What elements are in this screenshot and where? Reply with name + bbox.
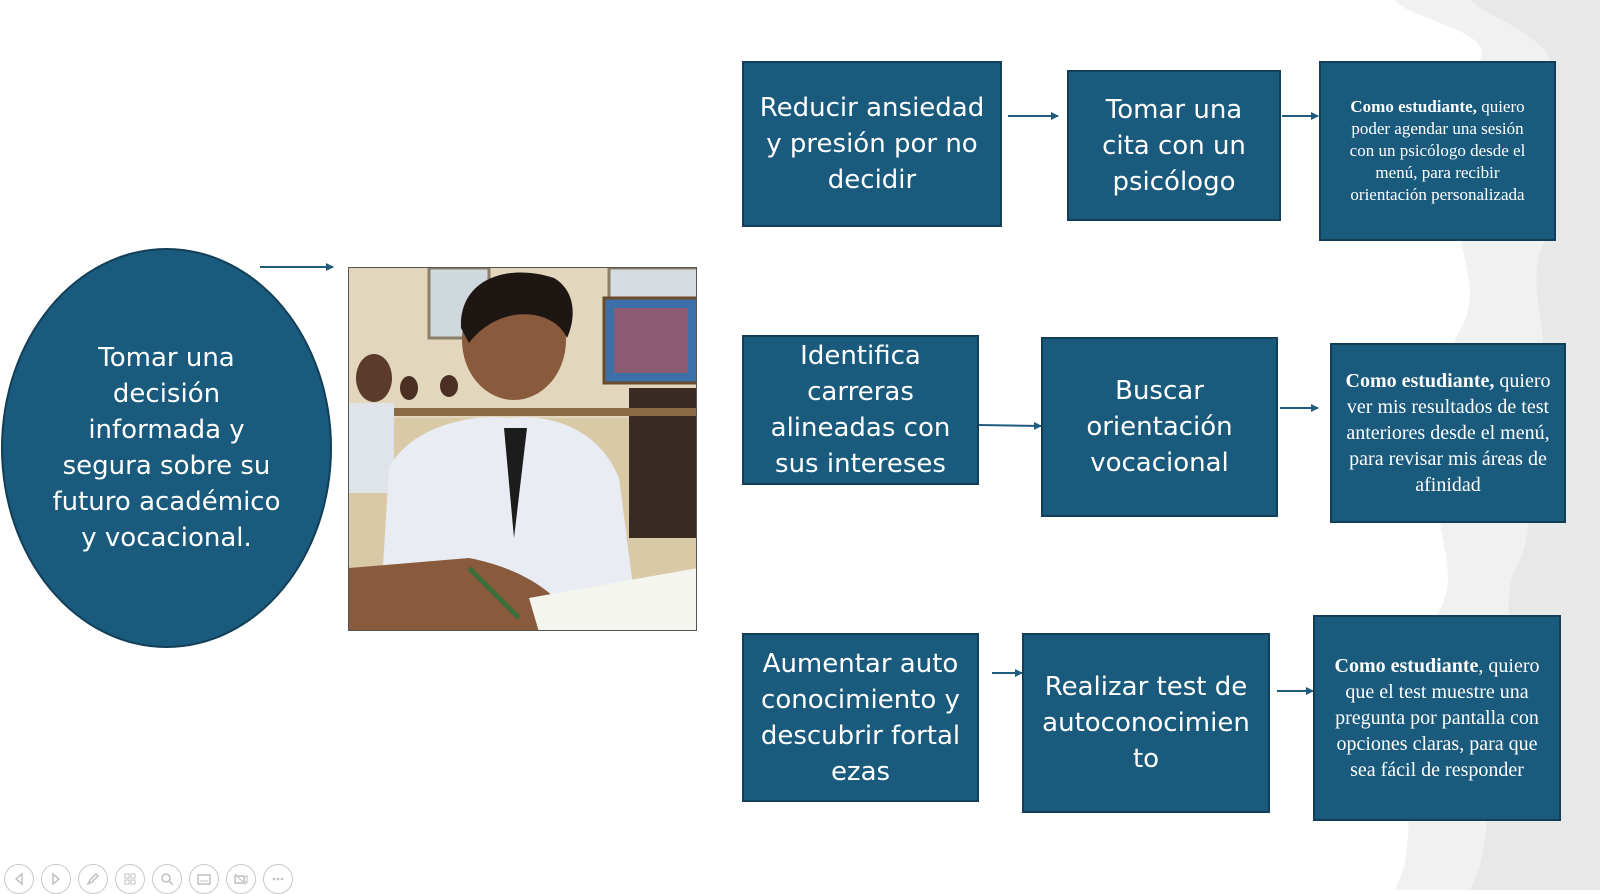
row3-user-story-box: Como estudiante, quiero que el test mues…: [1313, 615, 1561, 821]
row2-story-rest: quiero ver mis resultados de test anteri…: [1346, 370, 1551, 496]
row1-action-box: Tomar una cita con un psicólogo: [1067, 70, 1281, 221]
row1-objective-box: Reducir ansiedad y presión por no decidi…: [742, 61, 1002, 227]
goal-text: Tomar una decisión informada y segura so…: [52, 343, 281, 553]
row3-action-box: Realizar test de autoconocimiento: [1022, 633, 1270, 813]
row3-objective-text: Aumentar autoconocimiento y descubrir fo…: [760, 648, 961, 787]
row3-action-text: Realizar test de autoconocimiento: [1042, 672, 1250, 774]
row2-user-story: Como estudiante, quiero ver mis resultad…: [1346, 368, 1551, 498]
row2-user-story-box: Como estudiante, quiero ver mis resultad…: [1330, 343, 1566, 523]
row1-user-story: Como estudiante, quiero poder agendar un…: [1338, 96, 1538, 206]
row2-objective-text: Identifica carreras alineadas con sus in…: [770, 341, 951, 479]
row1-story-rest: quiero poder agendar una sesión con un p…: [1349, 96, 1526, 205]
student-photo-illustration: [349, 268, 696, 630]
row3-story-rest: , quiero que el test muestre una pregunt…: [1335, 655, 1540, 781]
row3-objective-box: Aumentar autoconocimiento y descubrir fo…: [742, 633, 979, 802]
row3-story-lead: Como estudiante: [1334, 655, 1479, 677]
arrow-row2-objective-to-action: [978, 421, 1042, 430]
row2-objective-box: Identifica carreras alineadas con sus in…: [742, 335, 979, 485]
row3-user-story: Como estudiante, quiero que el test mues…: [1332, 653, 1542, 783]
row1-user-story-box: Como estudiante, quiero poder agendar un…: [1319, 61, 1556, 241]
row2-action-box: Buscar orientación vocacional: [1041, 337, 1278, 517]
row2-story-lead: Como estudiante,: [1345, 370, 1495, 392]
row2-action-text: Buscar orientación vocacional: [1086, 376, 1233, 478]
row1-story-lead: Como estudiante,: [1350, 96, 1477, 116]
student-photo: [348, 267, 697, 631]
row1-action-text: Tomar una cita con un psicólogo: [1102, 94, 1246, 197]
row1-objective-text: Reducir ansiedad y presión por no decidi…: [759, 93, 985, 195]
goal-ellipse: Tomar una decisión informada y segura so…: [1, 248, 332, 648]
